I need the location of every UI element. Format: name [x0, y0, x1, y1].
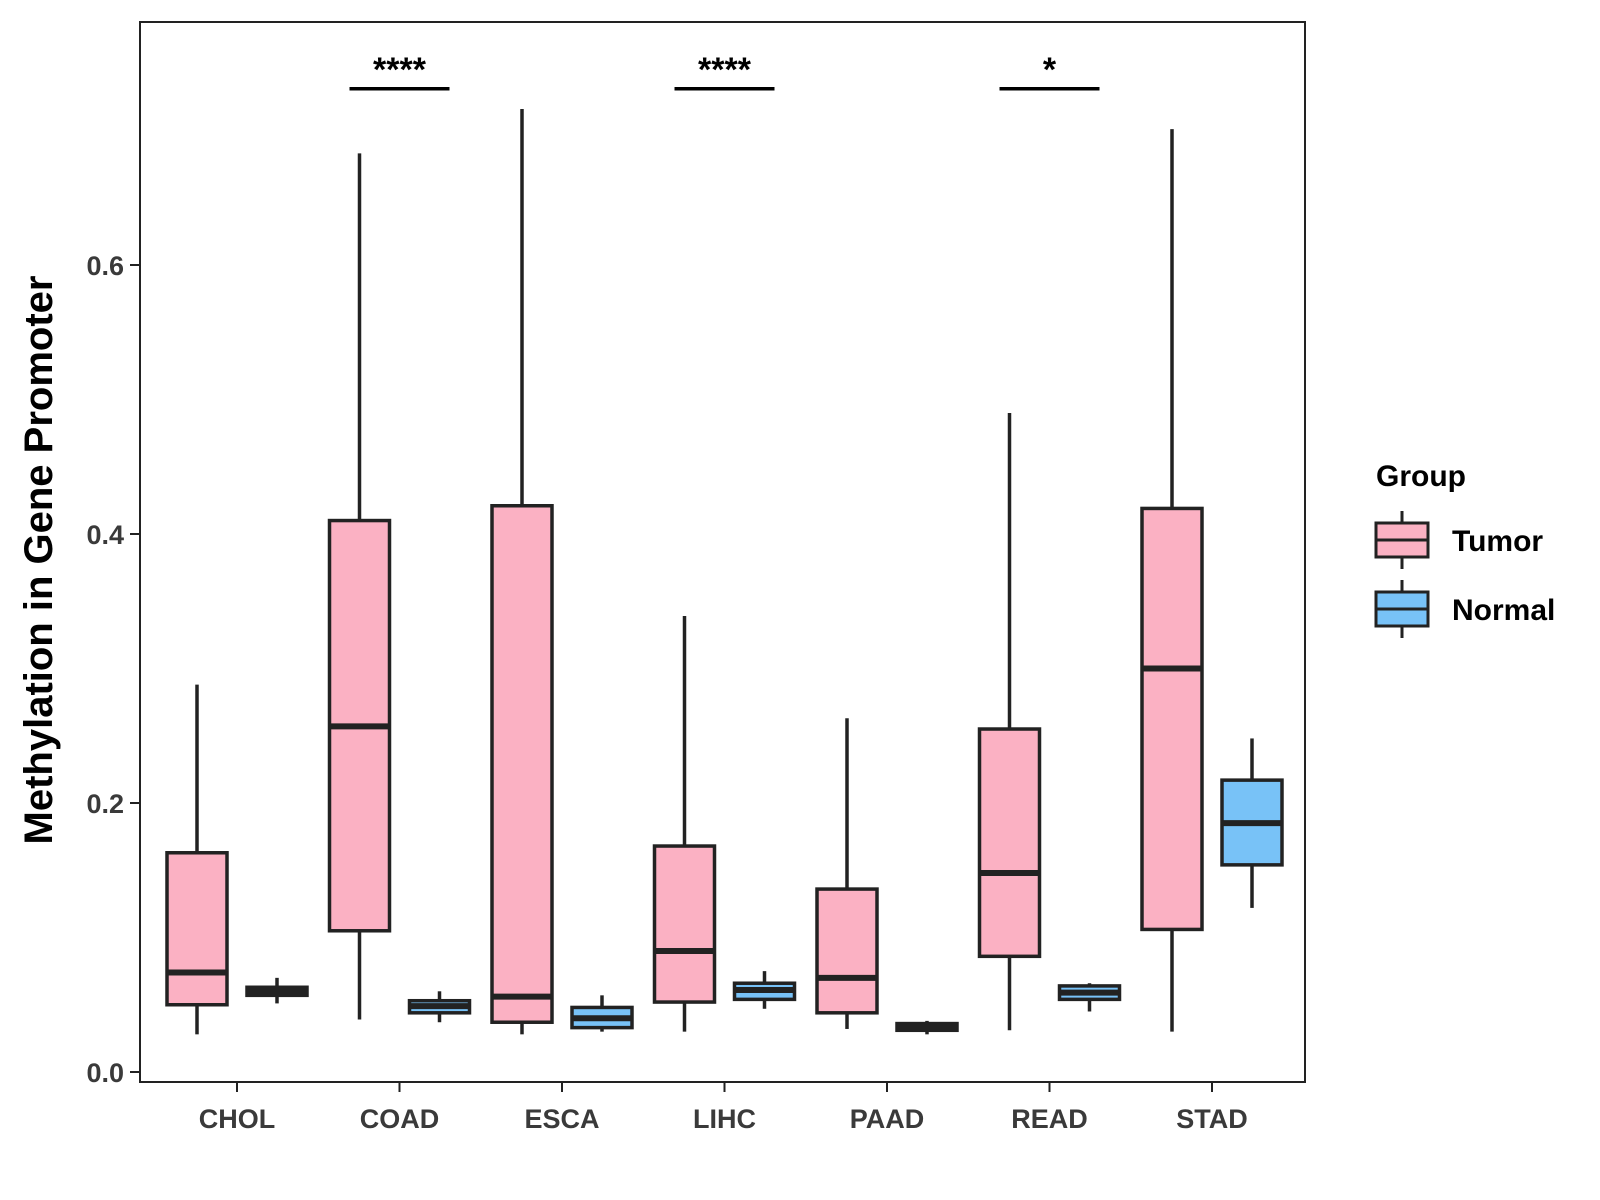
- box-tumor-stad: [1140, 129, 1204, 1032]
- legend-label-tumor: Tumor: [1452, 525, 1543, 558]
- x-tick-label: ESCA: [524, 1104, 599, 1134]
- x-tick-label: STAD: [1176, 1104, 1248, 1134]
- x-axis: CHOL COAD ESCA LIHC PAAD READ STAD: [199, 1082, 1248, 1134]
- box-tumor-paad: [815, 718, 879, 1029]
- box-normal-paad: [895, 1020, 959, 1035]
- box-tumor-chol: [165, 684, 229, 1035]
- x-tick-label: PAAD: [850, 1104, 925, 1134]
- significance-annotations: **** **** *: [349, 51, 1100, 91]
- box-series: [165, 108, 1284, 1035]
- box-normal-lihc: [732, 971, 797, 1009]
- y-axis-title: Methylation in Gene Promoter: [17, 276, 61, 845]
- x-tick-label: LIHC: [693, 1104, 756, 1134]
- y-tick-label: 0.0: [86, 1058, 124, 1088]
- box-body: [1140, 506, 1204, 932]
- box-body: [490, 504, 554, 1024]
- significance-label: ****: [698, 51, 752, 89]
- box-tumor-coad: [327, 153, 392, 1020]
- x-tick-label: CHOL: [199, 1104, 276, 1134]
- box-tumor-read: [977, 412, 1042, 1031]
- y-axis: 0.0 0.2 0.4 0.6: [86, 251, 140, 1088]
- box-body: [977, 727, 1042, 959]
- box-normal-stad: [1220, 738, 1284, 908]
- box-normal-esca: [570, 995, 634, 1032]
- box-body: [652, 844, 717, 1004]
- x-tick-label: READ: [1011, 1104, 1088, 1134]
- legend-label-normal: Normal: [1452, 594, 1555, 627]
- y-tick-label: 0.6: [86, 251, 124, 281]
- legend-title: Group: [1376, 460, 1466, 493]
- plot-panel: [139, 21, 1306, 1083]
- box-normal-read: [1057, 983, 1122, 1012]
- y-tick-label: 0.2: [86, 789, 124, 819]
- box-tumor-lihc: [652, 616, 717, 1032]
- x-tick-label: COAD: [360, 1104, 440, 1134]
- significance-label: ****: [373, 51, 427, 89]
- box-tumor-esca: [490, 108, 554, 1035]
- legend: Group Tumor Normal: [1374, 460, 1555, 638]
- box-normal-chol: [245, 977, 309, 1004]
- y-tick-label: 0.4: [86, 520, 124, 550]
- box-normal-coad: [407, 991, 472, 1023]
- significance-label: *: [1043, 51, 1057, 89]
- box-body: [165, 851, 229, 1007]
- box-body: [815, 887, 879, 1015]
